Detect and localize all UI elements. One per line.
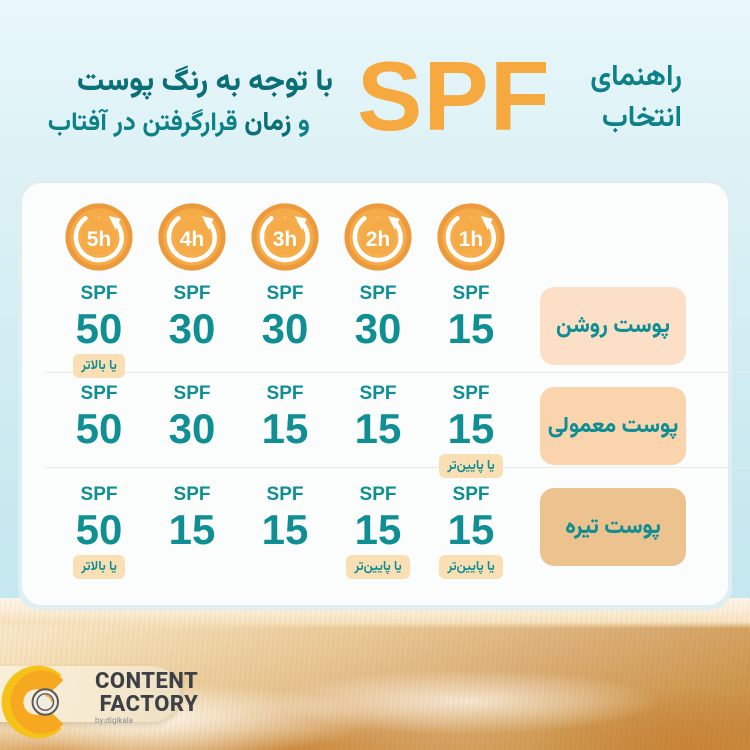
svg-text:5h: 5h (87, 228, 112, 251)
svg-text:1h: 1h (459, 228, 484, 251)
svg-text:3h: 3h (273, 228, 298, 251)
svg-text:2h: 2h (366, 228, 391, 251)
svg-text:4h: 4h (180, 228, 205, 251)
